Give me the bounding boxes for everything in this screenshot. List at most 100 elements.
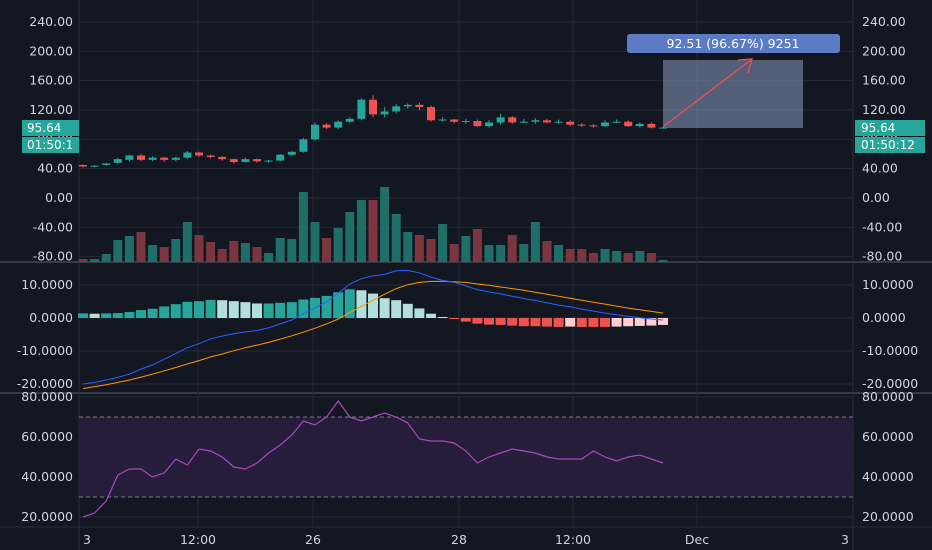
- candle-body[interactable]: [508, 117, 517, 123]
- candle-body[interactable]: [438, 119, 447, 121]
- macd-histogram-bar: [368, 293, 378, 318]
- macd-histogram-bar: [553, 318, 564, 327]
- macd-histogram-bar: [611, 318, 622, 327]
- macd-histogram-bar: [588, 318, 599, 327]
- macd-histogram-bar: [414, 308, 425, 318]
- candle-body[interactable]: [90, 165, 99, 167]
- candle-body[interactable]: [345, 118, 354, 122]
- candle-body[interactable]: [392, 106, 401, 112]
- price-tick-left: 120.00: [29, 102, 73, 117]
- price-tick-left: 240.00: [29, 14, 73, 29]
- macd-tick-left: 0.0000: [29, 310, 73, 325]
- candle-body[interactable]: [299, 139, 308, 152]
- candle-body[interactable]: [415, 104, 424, 108]
- measure-box[interactable]: [663, 60, 803, 128]
- candle-body[interactable]: [253, 159, 261, 162]
- macd-histogram-bar: [542, 318, 552, 327]
- candle-body[interactable]: [137, 155, 145, 160]
- candle-body[interactable]: [229, 159, 238, 163]
- volume-bar: [449, 244, 459, 262]
- candle-body[interactable]: [543, 120, 551, 123]
- candle-body[interactable]: [311, 124, 319, 140]
- candle-body[interactable]: [357, 99, 366, 119]
- candle-body[interactable]: [113, 159, 122, 163]
- measure-label: 92.51 (96.67%) 9251: [667, 36, 800, 51]
- candle-body[interactable]: [241, 159, 250, 163]
- price-tick-right: 0.00: [862, 190, 890, 205]
- candle-body[interactable]: [403, 104, 412, 107]
- macd-histogram-bar: [356, 290, 367, 318]
- candle-body[interactable]: [102, 163, 111, 165]
- macd-histogram-bar: [600, 318, 610, 327]
- candle-body[interactable]: [647, 123, 656, 128]
- volume-bar: [275, 238, 285, 262]
- candle-body[interactable]: [79, 165, 87, 167]
- candle-body[interactable]: [427, 107, 435, 121]
- candle-body[interactable]: [171, 157, 180, 160]
- candle-body[interactable]: [577, 124, 586, 126]
- candle-body[interactable]: [601, 122, 609, 127]
- price-tick-right: 160.00: [862, 73, 906, 88]
- volume-bar: [298, 192, 308, 262]
- macd-tick-right: 0.0000: [862, 310, 906, 325]
- macd-histogram-bar: [78, 313, 88, 318]
- candle-body[interactable]: [287, 151, 296, 155]
- volume-bar: [542, 241, 552, 262]
- candle-body[interactable]: [612, 121, 621, 123]
- measure-arrow-line: [663, 58, 753, 127]
- candle-body[interactable]: [380, 111, 389, 115]
- candle-body[interactable]: [485, 122, 493, 127]
- candle-body[interactable]: [635, 123, 644, 127]
- candle-body[interactable]: [206, 155, 215, 157]
- candle-body[interactable]: [264, 160, 273, 162]
- volume-bar: [635, 251, 645, 262]
- candle-body[interactable]: [473, 121, 482, 127]
- candle-body[interactable]: [554, 121, 563, 123]
- macd-histogram-bar: [170, 304, 181, 318]
- candle-body[interactable]: [531, 120, 540, 122]
- macd-histogram-bar: [136, 310, 146, 318]
- macd-histogram-bar: [217, 300, 228, 318]
- candle-body[interactable]: [183, 152, 192, 158]
- volume-bar: [530, 222, 540, 262]
- macd-pane[interactable]: [78, 269, 668, 390]
- candlesticks[interactable]: [79, 95, 667, 168]
- candle-body[interactable]: [160, 157, 169, 160]
- volume-bar: [414, 235, 424, 262]
- candle-body[interactable]: [334, 121, 343, 128]
- macd-histogram-bar: [518, 318, 529, 327]
- volume-bar: [148, 245, 158, 262]
- candle-body[interactable]: [496, 117, 505, 123]
- volume-bar: [333, 228, 343, 262]
- macd-histogram-bar: [484, 318, 494, 325]
- candle-body[interactable]: [369, 99, 377, 115]
- candle-body[interactable]: [125, 155, 134, 160]
- candle-body[interactable]: [450, 119, 459, 122]
- rsi-pane[interactable]: [82, 399, 664, 518]
- candle-body[interactable]: [624, 121, 633, 127]
- candle-body[interactable]: [659, 127, 667, 129]
- candle-body[interactable]: [566, 121, 575, 125]
- volume-bar: [322, 238, 332, 262]
- candle-body[interactable]: [519, 121, 528, 123]
- macd-histogram-bar: [449, 318, 460, 319]
- candle-body[interactable]: [195, 152, 203, 156]
- candle-body[interactable]: [148, 157, 157, 160]
- candle-body[interactable]: [276, 154, 285, 161]
- macd-tick-left: -20.0000: [17, 376, 73, 391]
- price-tick-right: -40.00: [862, 219, 902, 234]
- measure-label-bg: [627, 34, 840, 53]
- macd-tick-left: -10.0000: [17, 343, 73, 358]
- price-tick-right: 40.00: [862, 161, 898, 176]
- price-range-measure[interactable]: 92.51 (96.67%) 9251: [627, 34, 840, 128]
- candle-body[interactable]: [322, 124, 331, 128]
- volume-bar: [136, 232, 146, 262]
- candle-body[interactable]: [461, 121, 470, 122]
- macd-tick-right: -20.0000: [862, 376, 918, 391]
- macd-histogram-bar: [646, 318, 657, 326]
- volume-bar: [356, 200, 366, 262]
- candle-body[interactable]: [589, 125, 598, 127]
- candle-body[interactable]: [218, 156, 227, 160]
- rsi-tick-left: 20.0000: [21, 509, 73, 524]
